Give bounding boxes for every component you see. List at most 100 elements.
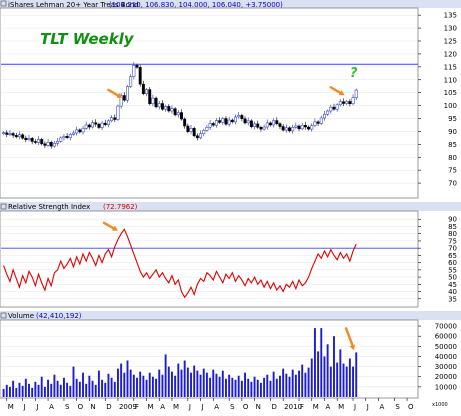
candle-body (129, 76, 133, 87)
candle-body (291, 127, 295, 132)
volume-bar (317, 351, 320, 397)
candlestick (313, 118, 317, 128)
candle-body (208, 123, 212, 128)
volume-bar (247, 378, 250, 397)
volume-bar (132, 374, 135, 397)
candlestick (319, 115, 323, 125)
orange-arrow (329, 86, 345, 96)
candlestick (186, 123, 190, 134)
candle-body (294, 125, 298, 128)
candle-body (110, 117, 114, 122)
candlestick (59, 136, 63, 143)
candlestick (65, 132, 69, 140)
pane-menu-icon[interactable] (0, 0, 7, 7)
candle-body (40, 139, 44, 145)
candle-body (46, 142, 50, 146)
candle-body (348, 101, 352, 105)
x-tick-label: J (23, 403, 26, 411)
volume-bar (151, 376, 154, 397)
candle-body (167, 106, 171, 112)
arrow-shaft (344, 327, 354, 347)
x-tick-label: F (300, 403, 304, 411)
volume-bar (212, 369, 215, 397)
candlestick (189, 124, 193, 135)
candle-body (240, 115, 244, 120)
volume-bar (18, 382, 21, 397)
candlestick (230, 118, 234, 124)
price-plot-area[interactable] (0, 7, 419, 199)
volume-bar (94, 384, 97, 397)
candlestick (183, 117, 187, 129)
candlestick (100, 120, 104, 131)
candle-body (135, 65, 139, 68)
volume-bar (85, 383, 88, 397)
candle-body (27, 138, 31, 140)
candle-body (151, 97, 155, 105)
rsi-header-values: (72.7962) (103, 203, 138, 211)
candlestick (288, 126, 291, 133)
candlestick (300, 122, 304, 131)
candlestick (167, 103, 171, 113)
candlestick (11, 131, 15, 138)
volume-bar (215, 373, 218, 397)
candlestick (284, 124, 288, 133)
candle-body (211, 123, 215, 126)
candlestick (103, 119, 107, 127)
volume-bar (218, 376, 221, 397)
volume-bar (31, 387, 34, 397)
candlestick (281, 124, 285, 132)
volume-bar (323, 356, 326, 397)
volume-bar (113, 381, 116, 397)
arrow-head (116, 92, 123, 98)
volume-bar (107, 373, 110, 397)
volume-bar (234, 379, 237, 397)
volume-bar (136, 377, 138, 397)
candlestick (132, 61, 136, 80)
y-tick-label: 60 (448, 259, 457, 267)
candle-body (59, 137, 63, 142)
pane-menu-icon[interactable] (0, 203, 7, 210)
candle-body (21, 134, 25, 139)
volume-bar (237, 375, 240, 397)
volume-bar (253, 376, 256, 397)
candlestick (291, 124, 295, 134)
candle-body (75, 129, 79, 134)
volume-bar (56, 380, 59, 397)
candle-body (164, 106, 168, 110)
volume-bar (82, 372, 84, 397)
candle-body (281, 126, 285, 131)
candlestick (268, 121, 272, 127)
x-tick-label: N (90, 403, 95, 411)
orange-arrow (107, 88, 123, 98)
candle-body (230, 119, 234, 123)
candlestick (138, 64, 142, 87)
candlestick (148, 87, 152, 106)
y-tick-label: 10000 (435, 383, 457, 391)
x-tick-label: A (214, 403, 219, 411)
candlestick (160, 100, 164, 111)
y-tick-label: 40 (448, 288, 457, 296)
candle-body (97, 123, 101, 128)
candle-body (202, 130, 206, 134)
candlestick (2, 131, 6, 136)
volume-bar (186, 367, 189, 397)
volume-pane: Volume (42,410,192) 10000 20000 30000 40000… (0, 311, 461, 408)
y-tick-label: 85 (448, 141, 457, 149)
candlestick (97, 122, 101, 130)
y-tick-label: 115 (444, 63, 457, 71)
candlestick (91, 120, 94, 129)
candlestick (202, 128, 206, 137)
candlestick (351, 94, 355, 106)
volume-bar (256, 379, 259, 397)
rsi-plot-area[interactable] (0, 210, 419, 308)
x-tick-label: F (135, 403, 139, 411)
candle-body (113, 117, 117, 120)
arrow-head (349, 344, 355, 351)
volume-bar (180, 369, 183, 397)
candlestick (52, 140, 56, 148)
candle-body (148, 89, 152, 105)
volume-bar (196, 370, 199, 397)
pane-menu-icon[interactable] (0, 312, 7, 319)
y-tick-label: 60000 (435, 333, 457, 341)
x-tick-label: A (379, 403, 384, 411)
